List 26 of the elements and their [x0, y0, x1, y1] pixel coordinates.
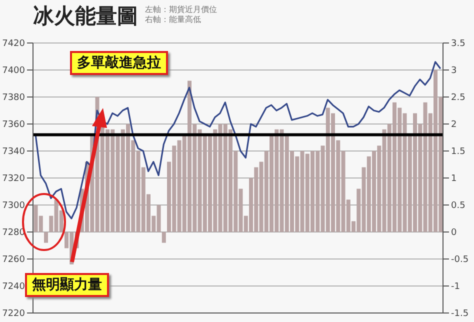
y2-tick-label: -0.5 — [451, 255, 469, 266]
y2-tick-label: -1.5 — [451, 309, 469, 320]
y2-tick-label: 0 — [451, 228, 457, 238]
y-tick-label: 7320 — [2, 174, 26, 184]
y-tick-label: 7400 — [2, 66, 26, 76]
y-tick-label: 7260 — [2, 255, 26, 266]
y2-tick-label: 0.5 — [451, 201, 466, 212]
y-tick-label: 7220 — [2, 309, 26, 320]
y2-tick-label: 3 — [451, 66, 457, 76]
y-tick-label: 7240 — [2, 282, 26, 292]
chart-subtitle: 左軸：期貨近月價位 — [145, 5, 217, 15]
annotation: 無明顯力量 — [25, 273, 109, 297]
annotation: 多單敲進急拉 — [70, 51, 168, 75]
y-tick-label: 7360 — [2, 120, 26, 130]
text: 右軸：能量高低 — [145, 15, 201, 25]
y-tick-label: 7380 — [2, 93, 26, 104]
y-tick-label: 7420 — [2, 39, 26, 50]
chart-title: 冰火能量圖 — [33, 3, 138, 30]
y-tick-label: 7300 — [2, 201, 26, 212]
y2-tick-label: -1 — [451, 282, 460, 292]
y2-tick-label: 1.5 — [451, 147, 466, 158]
y2-tick-label: 2 — [451, 120, 457, 130]
y2-tick-label: 3.5 — [451, 39, 466, 50]
y-tick-label: 7340 — [2, 147, 26, 158]
y2-tick-label: 2.5 — [451, 93, 466, 104]
y2-tick-label: 1 — [451, 174, 457, 184]
